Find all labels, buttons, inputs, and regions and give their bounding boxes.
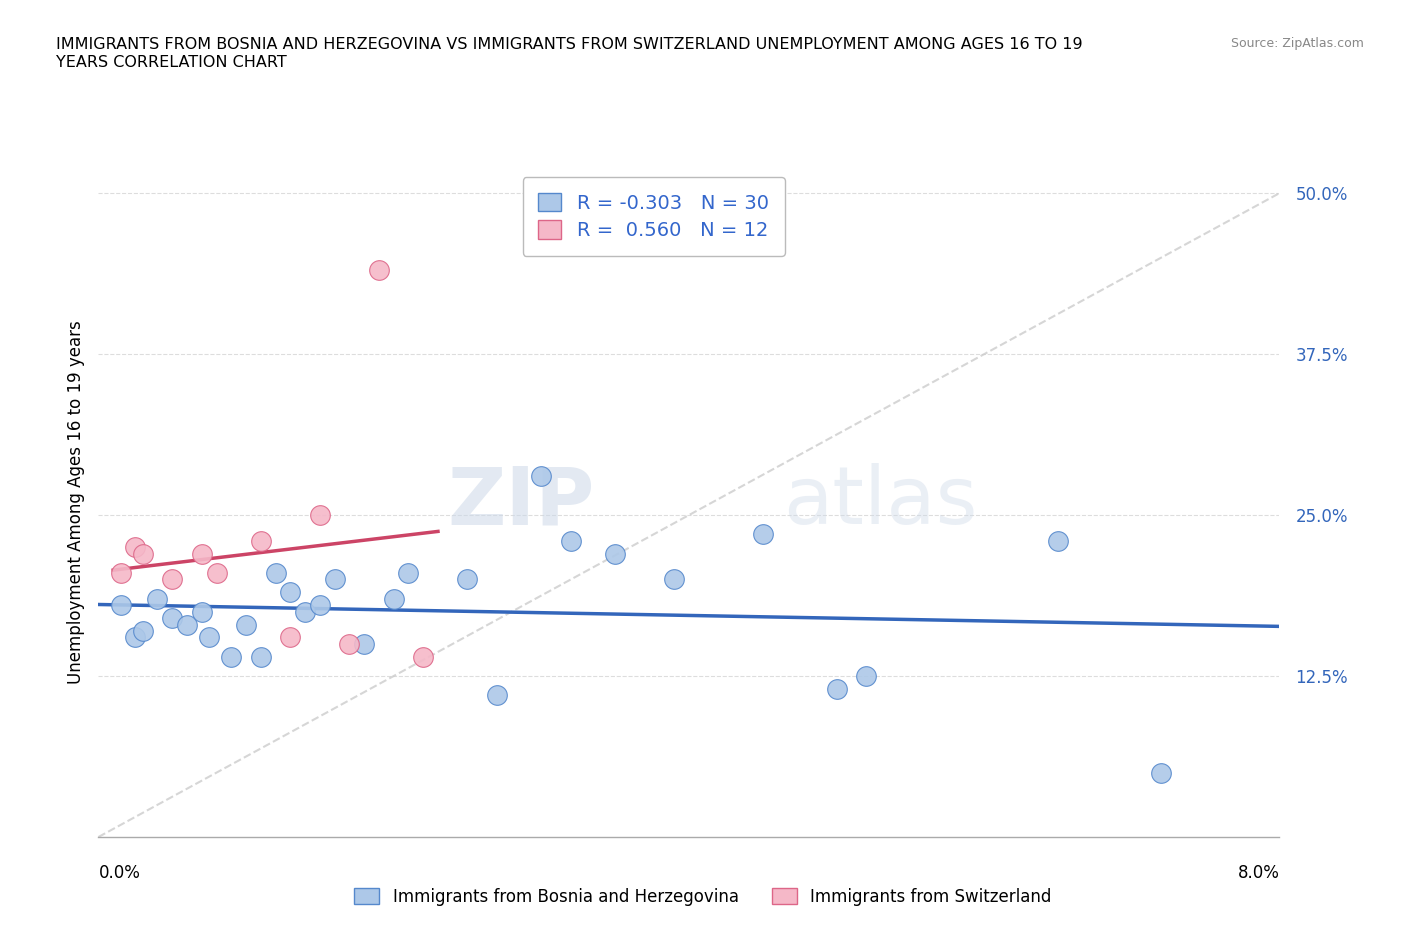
Point — [110, 565, 132, 580]
Point — [198, 630, 221, 644]
Point — [560, 534, 582, 549]
Point — [162, 611, 183, 626]
Point — [396, 565, 419, 580]
Point — [294, 604, 316, 619]
Point — [219, 649, 242, 664]
Point — [278, 630, 301, 644]
Point — [250, 534, 273, 549]
Point — [176, 618, 198, 632]
Point — [250, 649, 273, 664]
Point — [855, 669, 877, 684]
Point — [124, 539, 146, 554]
Point — [235, 618, 257, 632]
Text: ZIP: ZIP — [447, 463, 595, 541]
Text: IMMIGRANTS FROM BOSNIA AND HERZEGOVINA VS IMMIGRANTS FROM SWITZERLAND UNEMPLOYME: IMMIGRANTS FROM BOSNIA AND HERZEGOVINA V… — [56, 37, 1083, 70]
Point — [308, 508, 332, 523]
Point — [486, 688, 509, 703]
Point — [132, 546, 155, 561]
Point — [1150, 765, 1173, 780]
Point — [146, 591, 169, 606]
Point — [605, 546, 627, 561]
Point — [412, 649, 434, 664]
Point — [190, 604, 214, 619]
Point — [323, 572, 346, 587]
Point — [278, 585, 301, 600]
Legend: R = -0.303   N = 30, R =  0.560   N = 12: R = -0.303 N = 30, R = 0.560 N = 12 — [523, 177, 785, 256]
Point — [124, 630, 146, 644]
Point — [456, 572, 478, 587]
Point — [205, 565, 228, 580]
Point — [530, 469, 553, 484]
Point — [110, 598, 132, 613]
Point — [264, 565, 287, 580]
Point — [162, 572, 183, 587]
Point — [367, 263, 389, 278]
Point — [190, 546, 214, 561]
Point — [382, 591, 405, 606]
Y-axis label: Unemployment Among Ages 16 to 19 years: Unemployment Among Ages 16 to 19 years — [66, 320, 84, 684]
Point — [308, 598, 332, 613]
Point — [751, 527, 773, 542]
Legend: Immigrants from Bosnia and Herzegovina, Immigrants from Switzerland: Immigrants from Bosnia and Herzegovina, … — [347, 881, 1059, 912]
Point — [132, 623, 155, 638]
Point — [1046, 534, 1069, 549]
Text: atlas: atlas — [783, 463, 977, 541]
Text: Source: ZipAtlas.com: Source: ZipAtlas.com — [1230, 37, 1364, 50]
Text: 8.0%: 8.0% — [1237, 864, 1279, 882]
Point — [337, 636, 360, 651]
Point — [664, 572, 686, 587]
Point — [825, 682, 848, 697]
Point — [353, 636, 375, 651]
Text: 0.0%: 0.0% — [98, 864, 141, 882]
